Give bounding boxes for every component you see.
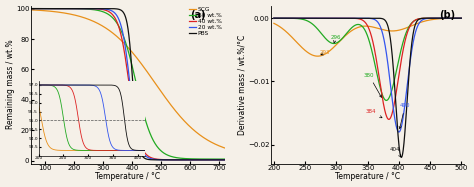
X-axis label: Temperature / °C: Temperature / °C [335, 172, 400, 181]
Text: 296: 296 [330, 35, 341, 43]
Text: (a): (a) [190, 10, 205, 20]
Text: (b): (b) [439, 10, 456, 20]
Y-axis label: Remaining mass / wt.%: Remaining mass / wt.% [6, 40, 15, 129]
Text: 404: 404 [390, 147, 401, 157]
Text: 293: 293 [320, 50, 330, 56]
X-axis label: Temperature / °C: Temperature / °C [95, 172, 160, 181]
Text: 384: 384 [365, 109, 382, 118]
Text: 400: 400 [399, 103, 410, 129]
Y-axis label: Derivative mass / wt.%/°C: Derivative mass / wt.%/°C [237, 34, 246, 135]
Legend: SCG, 60 wt.%, 40 wt.%, 20 wt.%, PBS: SCG, 60 wt.%, 40 wt.%, 20 wt.%, PBS [189, 7, 221, 36]
Text: 380: 380 [364, 73, 382, 97]
